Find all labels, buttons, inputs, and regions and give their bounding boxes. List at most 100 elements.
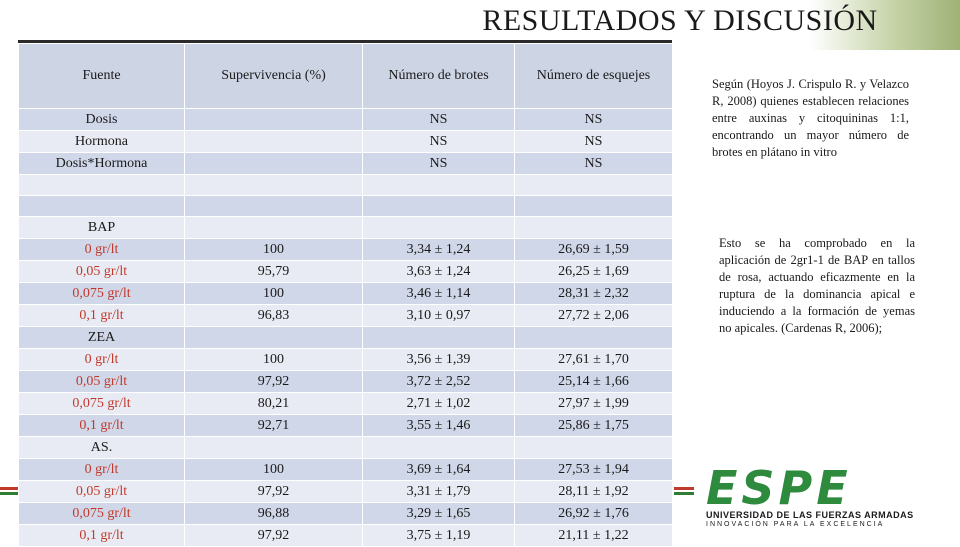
brotes-value: 3,55 ± 1,46 [362,414,515,437]
esquejes-value: 25,14 ± 1,66 [514,370,673,393]
survival-value: 96,83 [184,304,363,327]
dose-label: 0 gr/lt [18,238,185,261]
espe-logo: ESPE UNIVERSIDAD DE LAS FUERZAS ARMADAS … [706,461,946,528]
brotes-value: 3,10 ± 0,97 [362,304,515,327]
esquejes-value: 28,31 ± 2,32 [514,282,673,305]
empty-cell [514,216,673,239]
dose-label: 0,05 gr/lt [18,480,185,503]
esquejes-value: 27,53 ± 1,94 [514,458,673,481]
brotes-value: 3,34 ± 1,24 [362,238,515,261]
data-row: 0,1 gr/lt 92,71 3,55 ± 1,46 25,86 ± 1,75 [18,414,673,437]
empty-cell [362,195,515,217]
esquejes-value: 28,11 ± 1,92 [514,480,673,503]
dose-label: 0 gr/lt [18,348,185,371]
table-header-row: Fuente Supervivencia (%) Número de brotes N… [18,43,673,109]
survival-value: 95,79 [184,260,363,283]
anova-row: Dosis*Hormona NS NS [18,152,673,175]
title-rule [18,40,672,43]
empty-cell [362,326,515,349]
logo-wordmark: ESPE [706,461,852,515]
dose-label: 0,075 gr/lt [18,392,185,415]
empty-cell [184,326,363,349]
blank-row [18,195,673,217]
esquejes-significance: NS [514,108,673,131]
esquejes-value: 25,86 ± 1,75 [514,414,673,437]
survival-value: 97,92 [184,524,363,547]
esquejes-value: 27,72 ± 2,06 [514,304,673,327]
survival-value: 96,88 [184,502,363,525]
source-label: Hormona [18,130,185,153]
group-label-row: AS. [18,436,673,459]
survival-cell [184,130,363,153]
esquejes-value: 21,11 ± 1,22 [514,524,673,547]
data-row: 0,075 gr/lt 100 3,46 ± 1,14 28,31 ± 2,32 [18,282,673,305]
header-esquejes: Número de esquejes [514,43,673,109]
esquejes-value: 26,92 ± 1,76 [514,502,673,525]
data-row: 0,075 gr/lt 96,88 3,29 ± 1,65 26,92 ± 1,76 [18,502,673,525]
survival-value: 100 [184,458,363,481]
data-row: 0,1 gr/lt 96,83 3,10 ± 0,97 27,72 ± 2,06 [18,304,673,327]
empty-cell [362,174,515,196]
dose-label: 0,075 gr/lt [18,502,185,525]
data-row: 0,1 gr/lt 97,92 3,75 ± 1,19 21,11 ± 1,22 [18,524,673,547]
dose-label: 0,1 gr/lt [18,414,185,437]
empty-cell [514,174,673,196]
data-row: 0 gr/lt 100 3,34 ± 1,24 26,69 ± 1,59 [18,238,673,261]
dose-label: 0,05 gr/lt [18,370,185,393]
brotes-value: 3,63 ± 1,24 [362,260,515,283]
empty-cell [362,216,515,239]
dose-label: 0,075 gr/lt [18,282,185,305]
empty-cell [18,174,185,196]
brotes-significance: NS [362,108,515,131]
note-cardenas: Esto se ha comprobado en la aplicación d… [719,236,915,335]
brotes-value: 3,72 ± 2,52 [362,370,515,393]
data-row: 0,075 gr/lt 80,21 2,71 ± 1,02 27,97 ± 1,99 [18,392,673,415]
data-row: 0 gr/lt 100 3,56 ± 1,39 27,61 ± 1,70 [18,348,673,371]
survival-value: 97,92 [184,370,363,393]
blank-row [18,174,673,196]
empty-cell [18,195,185,217]
dose-label: 0 gr/lt [18,458,185,481]
survival-value: 100 [184,348,363,371]
header-supervivencia: Supervivencia (%) [184,43,363,109]
left-accent-bar [0,487,20,495]
dose-label: 0,1 gr/lt [18,304,185,327]
anova-row: Hormona NS NS [18,130,673,153]
group-label: ZEA [18,326,185,349]
esquejes-value: 26,69 ± 1,59 [514,238,673,261]
group-label-row: ZEA [18,326,673,349]
survival-value: 80,21 [184,392,363,415]
data-row: 0,05 gr/lt 95,79 3,63 ± 1,24 26,25 ± 1,69 [18,260,673,283]
brotes-value: 3,31 ± 1,79 [362,480,515,503]
logo-university-name: UNIVERSIDAD DE LAS FUERZAS ARMADAS [706,510,914,520]
brotes-value: 3,69 ± 1,64 [362,458,515,481]
data-row: 0,05 gr/lt 97,92 3,31 ± 1,79 28,11 ± 1,92 [18,480,673,503]
brotes-value: 3,75 ± 1,19 [362,524,515,547]
empty-cell [514,195,673,217]
brotes-value: 2,71 ± 1,02 [362,392,515,415]
group-label: AS. [18,436,185,459]
corner-gradient [810,0,960,50]
brotes-value: 3,56 ± 1,39 [362,348,515,371]
note-hoyos: Según (Hoyos J. Crispulo R. y Velazco R,… [712,77,909,159]
results-table: Fuente Supervivencia (%) Número de brotes N… [18,43,673,547]
empty-cell [184,216,363,239]
brotes-value: 3,46 ± 1,14 [362,282,515,305]
esquejes-value: 27,97 ± 1,99 [514,392,673,415]
brotes-value: 3,29 ± 1,65 [362,502,515,525]
survival-value: 92,71 [184,414,363,437]
esquejes-significance: NS [514,130,673,153]
header-brotes: Número de brotes [362,43,515,109]
survival-cell [184,108,363,131]
survival-value: 100 [184,238,363,261]
group-label-row: BAP [18,216,673,239]
survival-value: 97,92 [184,480,363,503]
empty-cell [514,436,673,459]
right-accent-bar [674,487,694,495]
empty-cell [184,174,363,196]
data-row: 0 gr/lt 100 3,69 ± 1,64 27,53 ± 1,94 [18,458,673,481]
header-fuente: Fuente [18,43,185,109]
source-label: Dosis*Hormona [18,152,185,175]
survival-value: 100 [184,282,363,305]
slide-title: RESULTADOS Y DISCUSIÓN [482,4,878,37]
